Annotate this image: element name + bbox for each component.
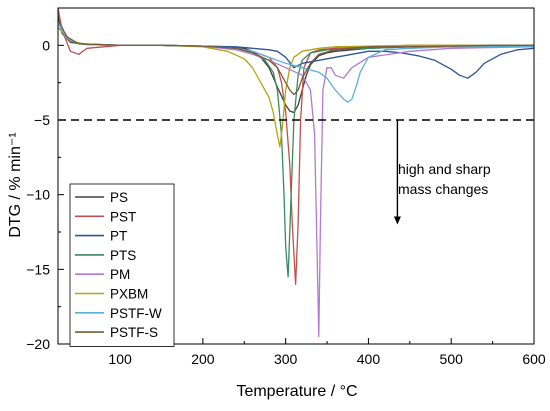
series-line-pst: [58, 8, 534, 285]
x-tick-label: 300: [274, 351, 298, 367]
legend: PS PST PT PTS PM PXBM PSTF-W PSTF-S: [69, 183, 175, 347]
x-tick-label: 500: [440, 351, 464, 367]
axis-ticks: 100 200 300 400 500 600 0 −5 −10 −15 −20: [26, 7, 546, 367]
legend-label-ps: PS: [110, 190, 128, 205]
legend-box: [69, 183, 175, 347]
legend-label-pxbm: PXBM: [110, 287, 148, 302]
annotation-arrow-head: [393, 216, 401, 225]
annotation-line-1: high and sharp: [398, 161, 491, 177]
y-tick-label: −5: [34, 112, 50, 128]
x-tick-label: 400: [357, 351, 381, 367]
legend-label-pstf-s: PSTF-S: [110, 325, 158, 340]
y-tick-label: 0: [42, 37, 50, 53]
annotation: high and sharp mass changes: [393, 120, 491, 225]
legend-label-pt: PT: [110, 229, 127, 244]
legend-label-pst: PST: [110, 209, 136, 224]
legend-label-pm: PM: [110, 267, 130, 282]
series-lines: [58, 8, 534, 338]
x-axis-label: Temperature / °C: [236, 383, 357, 400]
y-tick-label: −15: [26, 261, 50, 277]
x-tick-label: 100: [108, 351, 132, 367]
x-tick-label: 600: [522, 351, 546, 367]
series-line-pstf-s: [58, 18, 534, 96]
axes-frame: [57, 7, 535, 345]
x-tick-label: 200: [191, 351, 215, 367]
y-axis-label: DTG / % min⁻¹: [7, 132, 24, 237]
legend-label-pstf-w: PSTF-W: [110, 306, 162, 321]
series-line-pstf-w: [58, 22, 534, 103]
annotation-line-2: mass changes: [398, 181, 488, 197]
legend-label-pts: PTS: [110, 248, 136, 263]
y-tick-label: −10: [26, 187, 50, 203]
y-tick-label: −20: [26, 336, 50, 352]
plot-frame: [57, 7, 535, 345]
